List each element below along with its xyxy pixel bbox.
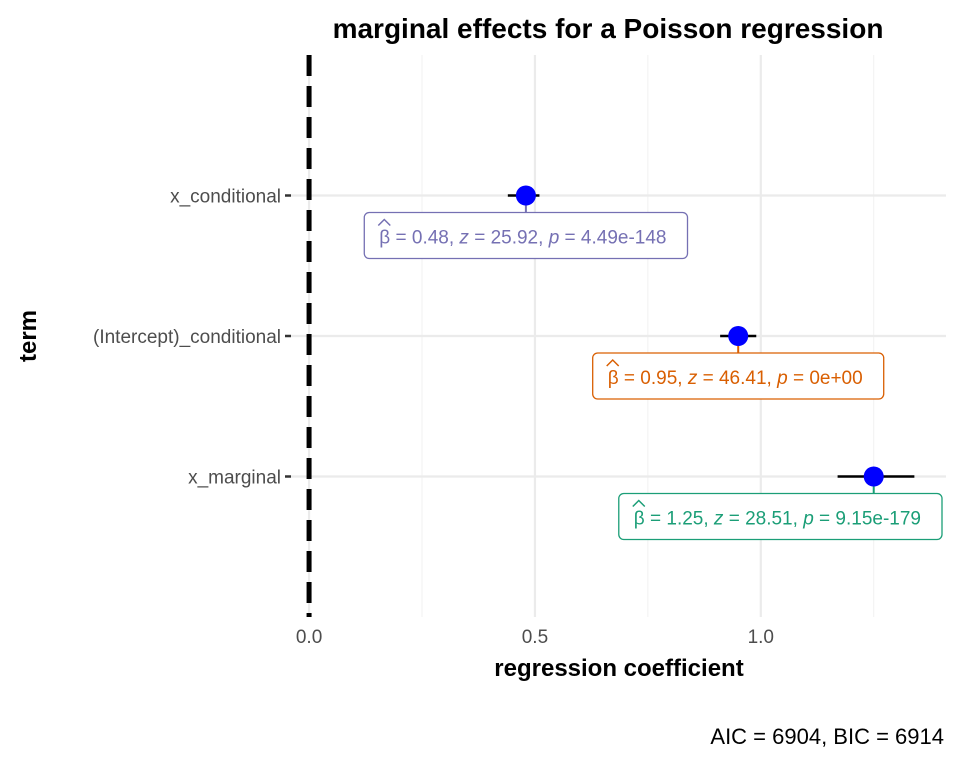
y-tick-label: x_marginal <box>188 468 281 489</box>
estimate-label-box <box>618 492 943 541</box>
y-tick-label: x_conditional <box>170 187 281 208</box>
estimate-label-text: β = 0.95, z = 46.41, p = 0e+00 <box>608 368 863 389</box>
estimate-label: β = 0.48, z = 25.92, p = 4.49e-148 <box>363 211 689 260</box>
chart-title: marginal effects for a Poisson regressio… <box>333 13 884 44</box>
x-tick-label: 0.5 <box>522 627 548 648</box>
beta-hat <box>606 358 620 367</box>
y-tick-label: (Intercept)_conditional <box>93 327 281 348</box>
beta-hat <box>377 218 391 227</box>
estimate-point <box>515 185 536 206</box>
estimate-label: β = 0.95, z = 46.41, p = 0e+00 <box>592 352 885 400</box>
estimate-label: β = 1.25, z = 28.51, p = 9.15e-179 <box>618 492 943 541</box>
x-tick-label: 0.0 <box>296 627 322 648</box>
x-tick-label: 1.0 <box>748 627 774 648</box>
estimate-point <box>863 466 884 487</box>
beta-hat <box>632 499 646 508</box>
estimate-point <box>728 326 749 346</box>
estimate-label-text: β = 0.48, z = 25.92, p = 4.49e-148 <box>379 228 666 249</box>
x-axis-title: regression coefficient <box>494 655 743 682</box>
chart-caption: AIC = 6904, BIC = 6914 <box>710 724 944 749</box>
y-axis-title: term <box>15 310 42 362</box>
plot-area: 0.0 0.5 1.0 x_marginal (Intercept)_condition… <box>93 55 946 648</box>
estimate-label-text: β = 1.25, z = 28.51, p = 9.15e-179 <box>634 509 921 530</box>
